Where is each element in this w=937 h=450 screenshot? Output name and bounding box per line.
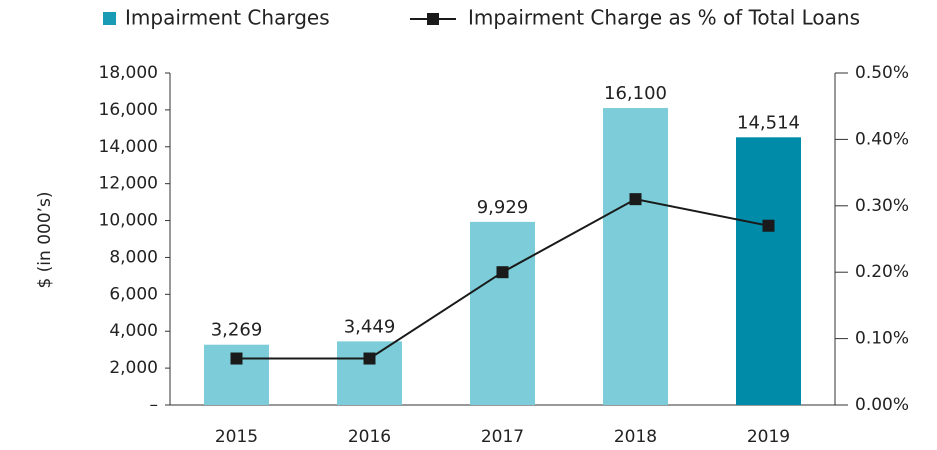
y2-tick-label: 0.20% bbox=[855, 262, 909, 282]
line-marker bbox=[363, 352, 376, 365]
bar bbox=[736, 137, 801, 405]
y2-tick-label: 0.40% bbox=[855, 129, 909, 149]
data-label: 14,514 bbox=[737, 112, 800, 133]
x-tick-label: 2015 bbox=[215, 427, 258, 447]
line-marker bbox=[230, 352, 243, 365]
legend-label: Impairment Charge as % of Total Loans bbox=[468, 6, 860, 30]
y-tick-label: 12,000 bbox=[99, 174, 158, 194]
y-tick-label: 18,000 bbox=[99, 63, 158, 83]
x-tick-label: 2019 bbox=[747, 427, 790, 447]
legend-swatch bbox=[103, 12, 116, 25]
y-tick-label: – bbox=[150, 395, 159, 415]
y2-tick-label: 0.50% bbox=[855, 63, 909, 83]
y2-tick-label: 0.10% bbox=[855, 329, 909, 349]
data-label: 3,269 bbox=[211, 320, 263, 341]
y2-tick-label: 0.00% bbox=[855, 395, 909, 415]
line-marker bbox=[496, 266, 509, 279]
line-marker bbox=[762, 219, 775, 232]
y-tick-label: 2,000 bbox=[109, 358, 158, 378]
data-label: 3,449 bbox=[344, 316, 396, 337]
y2-tick-label: 0.30% bbox=[855, 196, 909, 216]
x-tick-label: 2018 bbox=[614, 427, 657, 447]
bar bbox=[337, 341, 402, 405]
y-tick-label: 10,000 bbox=[99, 211, 158, 231]
x-tick-label: 2016 bbox=[348, 427, 391, 447]
y-tick-label: 4,000 bbox=[109, 321, 158, 341]
y-tick-label: 16,000 bbox=[99, 100, 158, 120]
y-axis-title: $ (in 000’s) bbox=[35, 191, 55, 288]
y-tick-label: 8,000 bbox=[109, 247, 158, 267]
data-label: 9,929 bbox=[477, 197, 529, 218]
line-marker bbox=[629, 193, 642, 206]
bar bbox=[470, 221, 535, 405]
y-tick-label: 14,000 bbox=[99, 137, 158, 157]
legend-label: Impairment Charges bbox=[125, 6, 330, 30]
y-tick-label: 6,000 bbox=[109, 284, 158, 304]
x-tick-label: 2017 bbox=[481, 427, 524, 447]
legend-swatch bbox=[427, 13, 439, 25]
bar bbox=[603, 108, 668, 406]
data-label: 16,100 bbox=[604, 83, 667, 104]
